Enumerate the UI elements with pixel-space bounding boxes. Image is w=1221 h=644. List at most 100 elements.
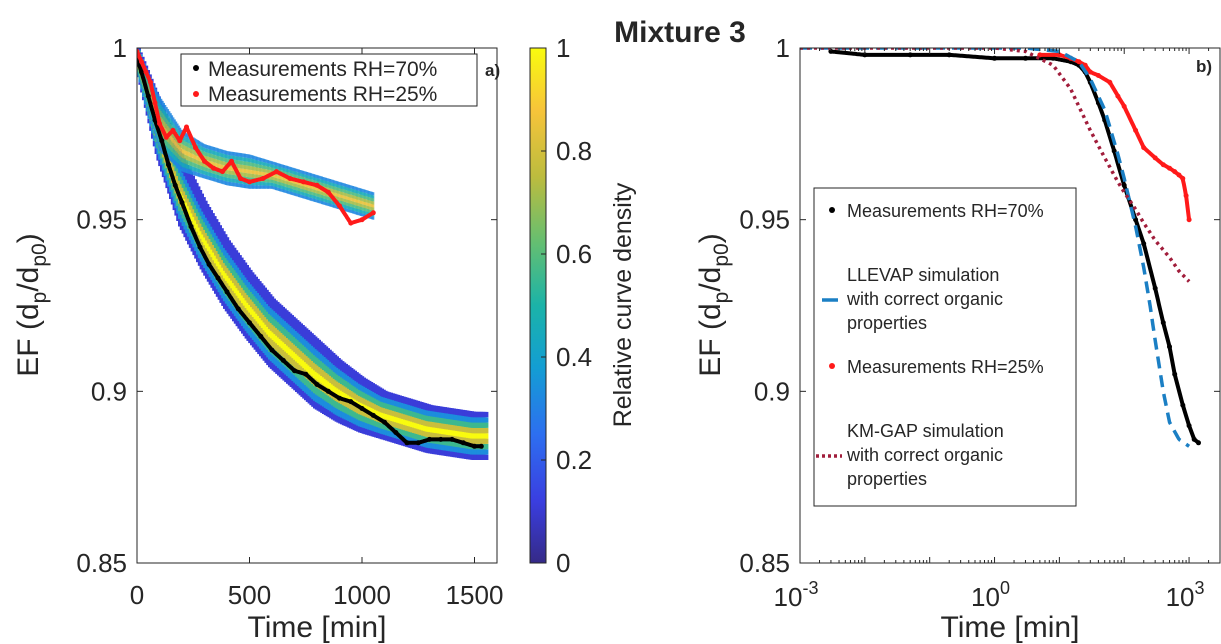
density-band-cell bbox=[480, 444, 489, 450]
x-tick-label-base: 10 bbox=[774, 582, 803, 612]
density-band-cell bbox=[223, 150, 226, 155]
density-band-cell bbox=[287, 166, 290, 170]
density-band-cell bbox=[214, 158, 217, 163]
x-tick-label-base: 10 bbox=[971, 582, 1000, 612]
density-band-cell bbox=[292, 192, 295, 196]
density-band-cell bbox=[226, 170, 229, 174]
density-band-cell bbox=[292, 174, 295, 178]
data-point-rh70 bbox=[159, 138, 165, 144]
data-point-rh70 bbox=[166, 162, 171, 168]
density-band-cell bbox=[326, 187, 329, 191]
density-band-cell bbox=[322, 198, 325, 202]
density-band-cell bbox=[326, 199, 329, 203]
density-band-cell bbox=[304, 196, 307, 200]
density-band-cell bbox=[264, 178, 267, 183]
density-band-cell bbox=[208, 157, 211, 161]
density-band-cell bbox=[227, 170, 230, 175]
density-band-cell bbox=[323, 201, 326, 205]
density-band-cell bbox=[280, 188, 283, 192]
panel-a-data-layer bbox=[137, 48, 484, 449]
density-band-cell bbox=[176, 162, 179, 168]
density-band-cell bbox=[357, 212, 360, 216]
density-band-cell bbox=[262, 168, 265, 173]
density-band-cell bbox=[260, 168, 263, 172]
density-band-cell bbox=[308, 197, 311, 201]
data-point-rh70 bbox=[235, 306, 241, 312]
density-band-cell bbox=[253, 166, 256, 171]
density-band-cell bbox=[316, 181, 319, 185]
density-band-cell bbox=[287, 184, 290, 188]
density-band-cell bbox=[306, 175, 309, 179]
density-band-cell bbox=[287, 169, 290, 173]
density-band-cell bbox=[318, 191, 321, 195]
density-band-cell bbox=[326, 178, 329, 182]
density-band-cell bbox=[172, 148, 175, 154]
density-band-cell bbox=[303, 174, 306, 178]
density-band-cell bbox=[280, 185, 283, 189]
density-band-cell bbox=[349, 209, 352, 213]
density-band-cell bbox=[237, 168, 240, 172]
density-band-cell bbox=[311, 198, 314, 202]
density-band-cell bbox=[188, 143, 191, 148]
density-band-cell bbox=[210, 153, 213, 158]
density-band-cell bbox=[261, 185, 264, 189]
density-band-cell bbox=[325, 177, 327, 181]
density-band-cell bbox=[284, 189, 287, 193]
density-band-cell bbox=[323, 180, 326, 184]
density-band-cell bbox=[176, 152, 179, 158]
density-band-cell bbox=[200, 142, 203, 147]
density-band-cell bbox=[150, 119, 153, 125]
density-band-cell bbox=[222, 180, 225, 185]
density-band-cell bbox=[188, 148, 191, 153]
density-band-cell bbox=[233, 155, 236, 160]
panel-a-label: a) bbox=[485, 61, 500, 80]
density-band-cell bbox=[175, 151, 178, 157]
density-band-cell bbox=[258, 168, 261, 172]
density-band-cell bbox=[331, 185, 334, 189]
density-band-cell bbox=[254, 185, 257, 189]
data-point-rh25 bbox=[152, 100, 158, 106]
density-band-cell bbox=[333, 183, 336, 187]
density-band-cell bbox=[275, 177, 277, 181]
density-band-cell bbox=[365, 190, 368, 194]
density-band-cell bbox=[175, 141, 178, 147]
density-band-cell bbox=[207, 153, 210, 157]
density-band-cell bbox=[298, 181, 300, 185]
density-band-cell bbox=[199, 161, 202, 166]
density-band-cell bbox=[314, 189, 317, 193]
density-band-cell bbox=[299, 188, 302, 192]
density-band-cell bbox=[353, 198, 356, 202]
data-point-rh70 bbox=[1141, 241, 1147, 247]
density-band-cell bbox=[261, 168, 264, 172]
density-band-cell bbox=[268, 179, 271, 183]
density-band-cell bbox=[250, 162, 253, 167]
density-band-cell bbox=[283, 171, 286, 175]
density-band-cell bbox=[307, 187, 310, 191]
density-band-cell bbox=[169, 113, 172, 119]
panel-a-ylabel-sub1: p bbox=[28, 292, 51, 304]
density-band-cell bbox=[310, 194, 313, 198]
density-band-cell bbox=[300, 194, 303, 198]
data-point-rh25 bbox=[1180, 176, 1186, 181]
density-band-cell bbox=[271, 161, 273, 165]
density-band-cell bbox=[227, 158, 230, 163]
density-band-cell bbox=[184, 146, 187, 151]
density-band-cell bbox=[350, 207, 353, 211]
density-band-cell bbox=[285, 184, 288, 188]
density-band-cell bbox=[356, 187, 358, 191]
density-band-cell bbox=[217, 159, 219, 164]
density-band-cell bbox=[345, 193, 348, 197]
density-band-cell bbox=[326, 181, 329, 185]
density-band-cell bbox=[252, 174, 255, 178]
density-band-cell bbox=[368, 209, 371, 213]
density-band-cell bbox=[245, 157, 248, 162]
density-band-cell bbox=[188, 161, 191, 166]
density-band-cell bbox=[368, 206, 371, 210]
density-band-cell bbox=[187, 134, 190, 139]
density-band-cell bbox=[293, 189, 296, 193]
density-band-cell bbox=[254, 156, 257, 160]
density-band-cell bbox=[185, 164, 188, 169]
density-band-cell bbox=[168, 143, 171, 150]
density-band-cell bbox=[279, 188, 282, 192]
density-band-cell bbox=[298, 187, 300, 191]
